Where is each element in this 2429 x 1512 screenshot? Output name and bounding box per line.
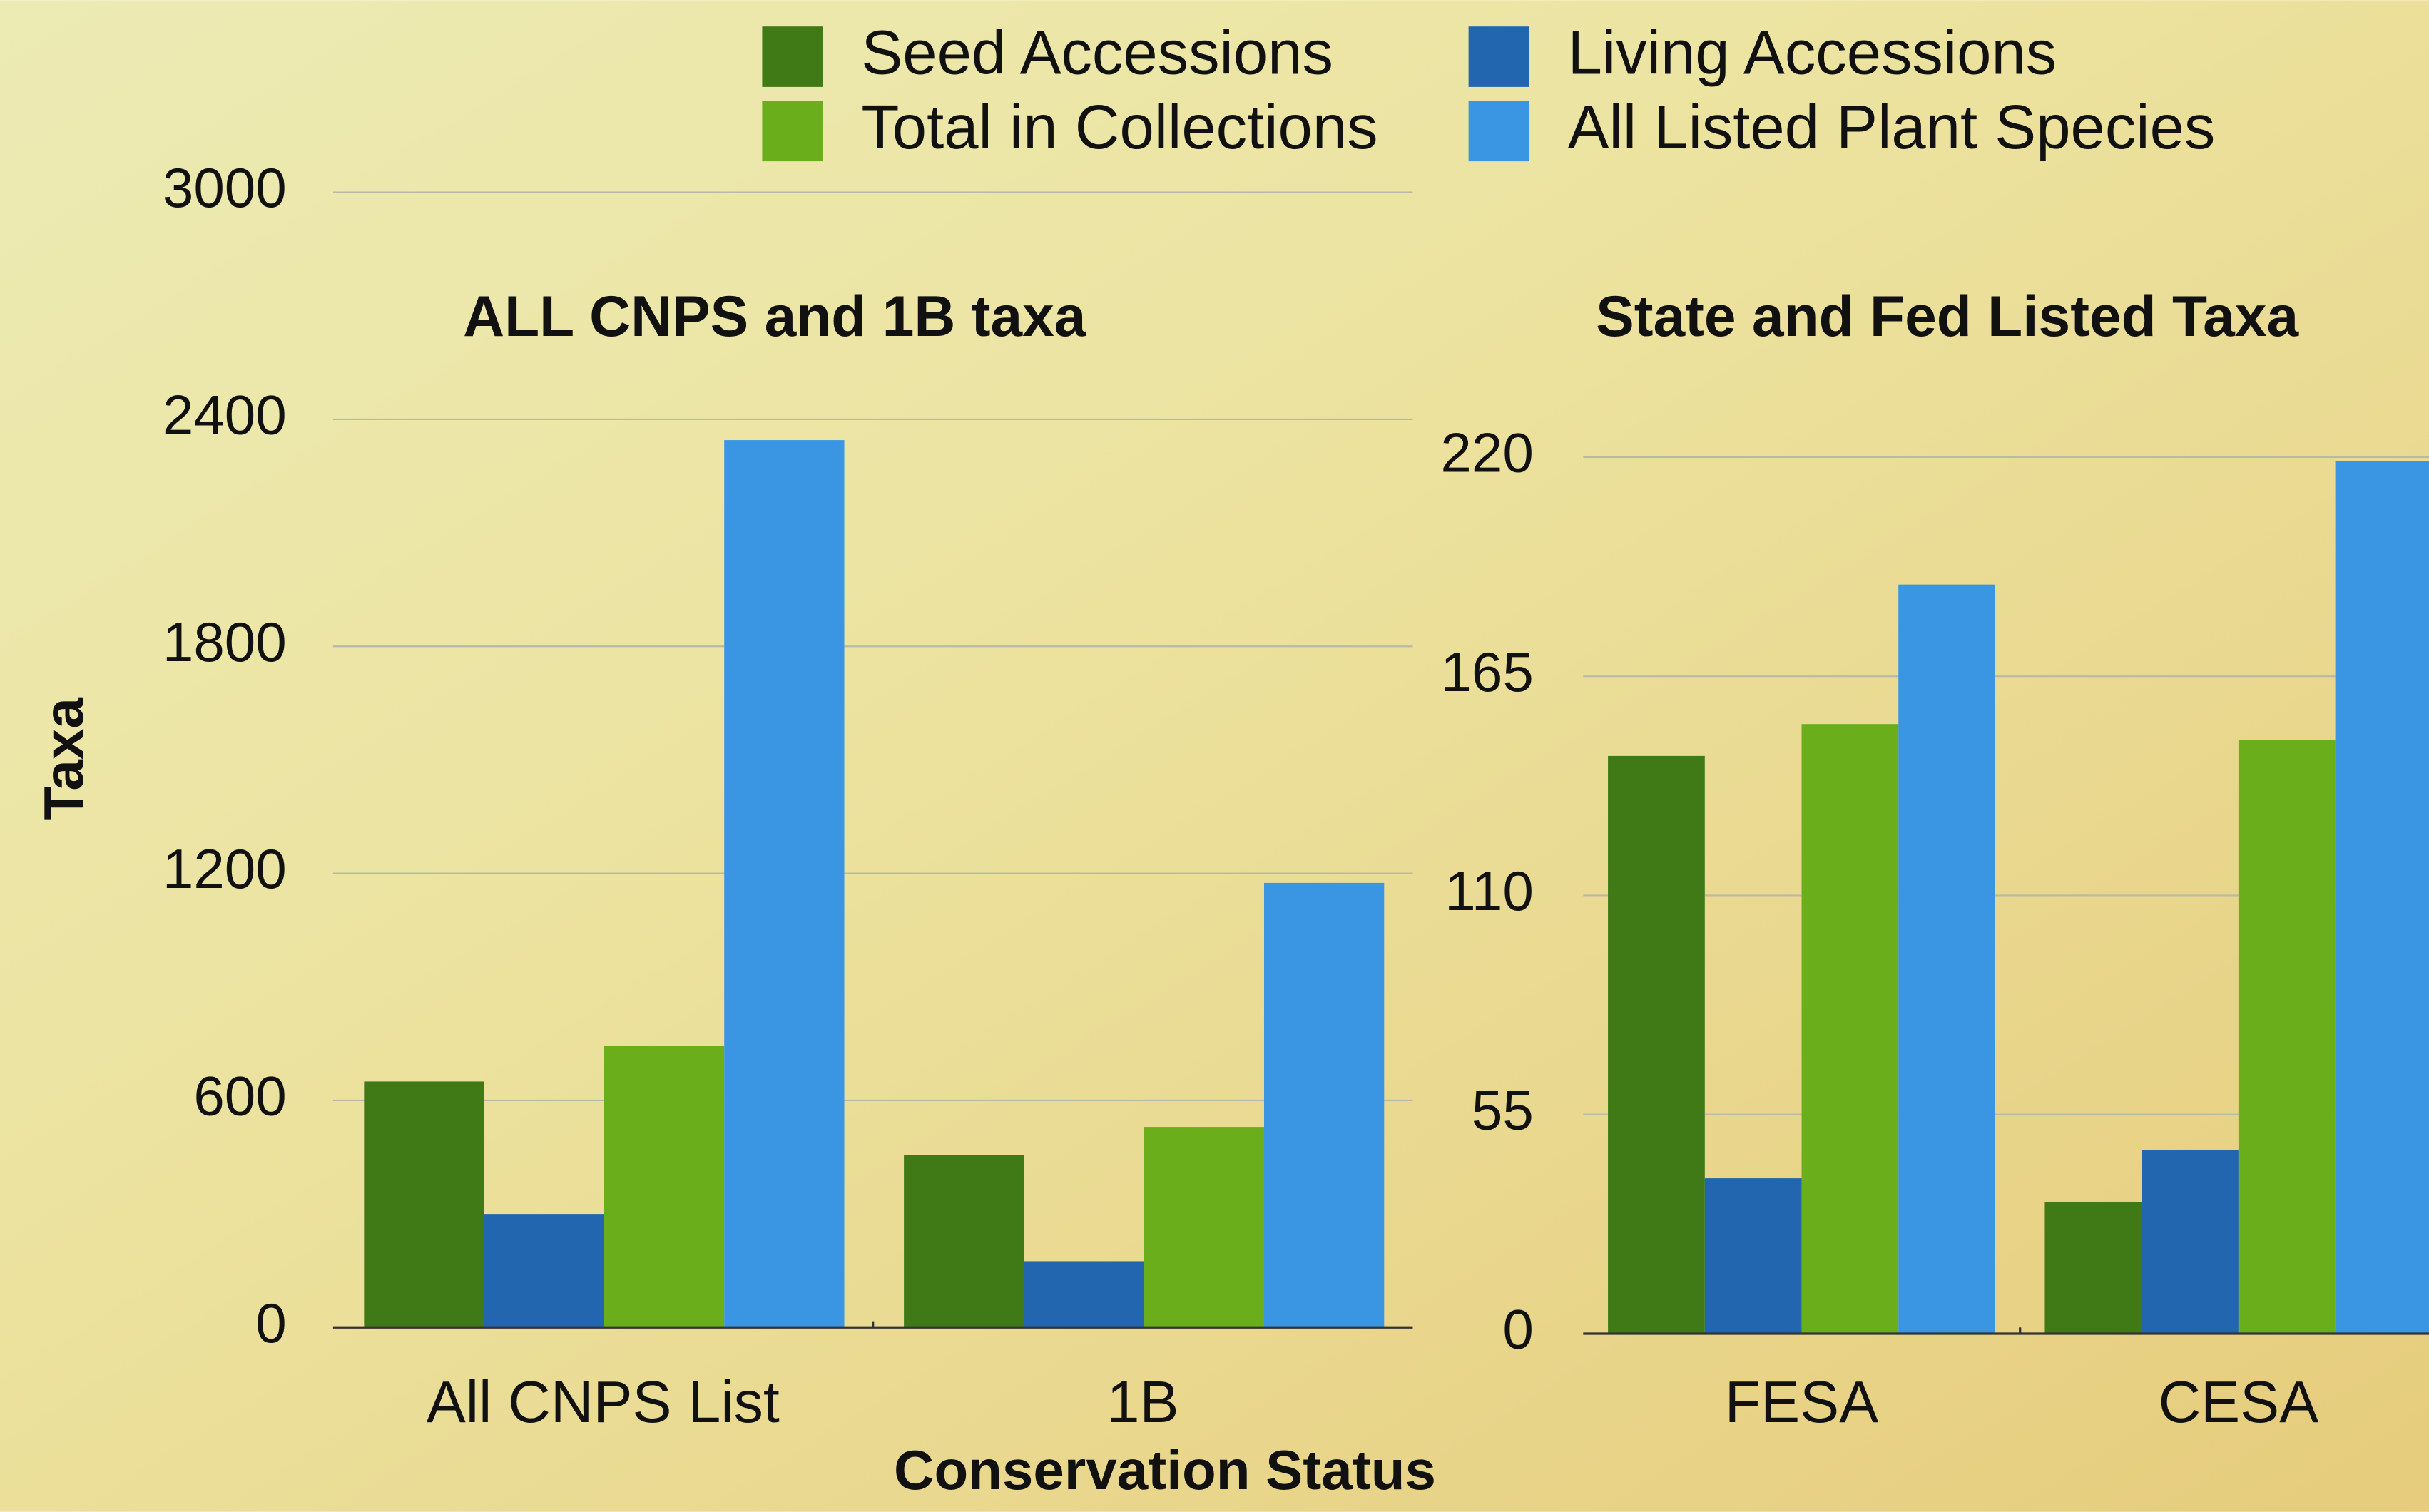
legend-swatch [762,101,823,161]
bar [484,1214,604,1327]
legend-label: Seed Accessions [861,19,1333,88]
bar [1802,724,1899,1334]
bar [2142,1150,2239,1334]
bar [364,1081,484,1327]
legend-label: All Listed Plant Species [1568,93,2216,162]
y-tick-label: 110 [1445,859,1534,922]
x-axis-label: Conservation Status [894,1439,1436,1501]
x-tick-label: CESA [2159,1369,2319,1435]
bar [2336,461,2429,1334]
bar [1705,1178,1802,1334]
y-tick-label: 220 [1440,422,1533,484]
y-tick-label: 0 [1502,1298,1533,1361]
legend-swatch [1469,101,1529,161]
legend-swatch [1469,26,1529,87]
bar [604,1046,724,1327]
legend-label: Total in Collections [861,93,1378,162]
y-tick-label: 600 [193,1065,286,1128]
bar [2044,1202,2142,1334]
bar [904,1155,1024,1327]
y-tick-label: 2400 [163,384,287,446]
legend-swatch [762,26,823,87]
chart: ALL CNPS and 1B taxa State and Fed Liste… [0,0,2429,1512]
y-tick-label: 0 [255,1292,286,1354]
x-tick-label: All CNPS List [427,1369,780,1435]
bar [1898,585,1995,1334]
y-tick-label: 3000 [163,156,287,219]
bar [1144,1127,1264,1327]
chart-title: ALL CNPS and 1B taxa [463,285,1087,349]
y-tick-label: 165 [1440,640,1533,703]
legend-label: Living Accessions [1568,19,2057,88]
bar [1024,1261,1144,1327]
y-tick-label: 55 [1472,1078,1534,1141]
x-tick-label: 1B [1107,1369,1179,1435]
y-tick-label: 1800 [163,611,287,673]
bar [1608,756,1705,1334]
page: ALL CNPS and 1B taxa State and Fed Liste… [0,0,2429,1512]
x-tick-label: FESA [1725,1369,1878,1435]
bar [2239,740,2336,1334]
bar [724,440,844,1327]
y-axis-label: Taxa [32,698,95,821]
y-tick-label: 1200 [163,837,287,900]
chart-title: State and Fed Listed Taxa [1596,285,2299,349]
bar [1264,883,1384,1327]
